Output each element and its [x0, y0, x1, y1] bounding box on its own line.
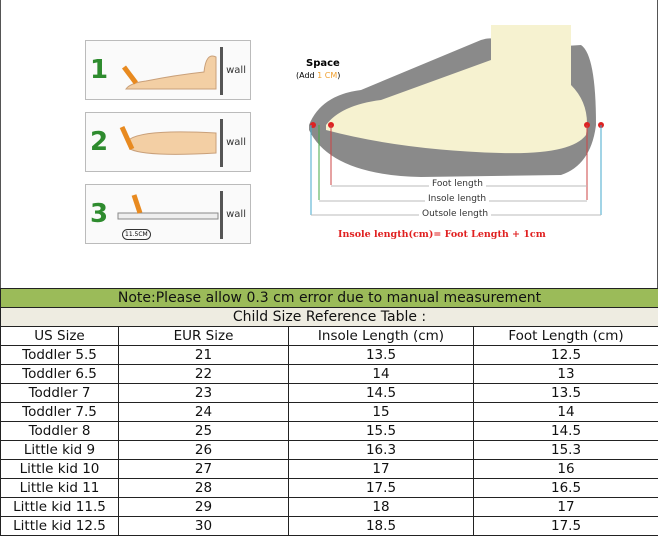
cell-insole-length: 14 — [288, 364, 474, 384]
cell-eur-size: 23 — [118, 383, 289, 403]
space-label: Space — [306, 58, 340, 69]
foot-length-label: Foot length — [429, 179, 486, 189]
foot-icon — [119, 119, 223, 167]
cell-foot-length: 16.5 — [472, 478, 658, 498]
table-row: Toddler 7.5 24 15 14 — [0, 402, 658, 422]
cell-us-size: Toddler 7 — [0, 383, 119, 403]
cell-insole-length: 16.3 — [288, 440, 474, 460]
cell-foot-length: 14 — [472, 402, 658, 422]
table-row: Toddler 6.5 22 14 13 — [0, 364, 658, 384]
cell-foot-length: 13.5 — [472, 383, 658, 403]
cell-us-size: Little kid 9 — [0, 440, 119, 460]
wall-label: wall — [226, 209, 246, 220]
cell-us-size: Toddler 8 — [0, 421, 119, 441]
cell-insole-length: 18.5 — [288, 516, 474, 536]
size-table: Note:Please allow 0.3 cm error due to ma… — [0, 288, 658, 536]
ruler-icon — [117, 191, 223, 239]
insole-length-label: Insole length — [425, 194, 490, 204]
step-3-panel: 3 wall 11.5CM — [85, 184, 251, 244]
cell-eur-size: 28 — [118, 478, 289, 498]
cell-eur-size: 26 — [118, 440, 289, 460]
cell-insole-length: 17 — [288, 459, 474, 479]
step-number: 3 — [90, 199, 109, 229]
cell-eur-size: 25 — [118, 421, 289, 441]
cell-eur-size: 29 — [118, 497, 289, 517]
table-title: Child Size Reference Table : — [0, 307, 658, 327]
cell-foot-length: 13 — [472, 364, 658, 384]
step-number: 1 — [90, 55, 109, 85]
outsole-length-label: Outsole length — [419, 209, 492, 219]
cell-eur-size: 24 — [118, 402, 289, 422]
table-row: Little kid 9 26 16.3 15.3 — [0, 440, 658, 460]
table-row: Little kid 11.5 29 18 17 — [0, 497, 658, 517]
table-row: Toddler 5.5 21 13.5 12.5 — [0, 345, 658, 365]
wall-label: wall — [226, 137, 246, 148]
cell-us-size: Toddler 6.5 — [0, 364, 119, 384]
table-row: Little kid 10 27 17 16 — [0, 459, 658, 479]
header-foot-length: Foot Length (cm) — [472, 326, 658, 346]
header-eur-size: EUR Size — [118, 326, 289, 346]
cell-us-size: Little kid 11.5 — [0, 497, 119, 517]
wall-label: wall — [226, 65, 246, 76]
cell-us-size: Toddler 7.5 — [0, 402, 119, 422]
space-suffix: ) — [337, 71, 341, 80]
cell-insole-length: 14.5 — [288, 383, 474, 403]
cell-eur-size: 27 — [118, 459, 289, 479]
table-title-row: Child Size Reference Table : — [0, 307, 658, 327]
step-number: 2 — [90, 127, 109, 157]
cell-foot-length: 15.3 — [472, 440, 658, 460]
note-row: Note:Please allow 0.3 cm error due to ma… — [0, 288, 658, 308]
table-row: Little kid 11 28 17.5 16.5 — [0, 478, 658, 498]
table-row: Toddler 7 23 14.5 13.5 — [0, 383, 658, 403]
space-prefix: (Add — [296, 71, 318, 80]
space-add-note: (Add 1 CM) — [296, 71, 340, 80]
measure-label: 11.5CM — [122, 229, 151, 240]
step-2-panel: 2 wall — [85, 112, 251, 172]
cell-us-size: Little kid 10 — [0, 459, 119, 479]
formula-text: Insole length(cm)= Foot Length + 1cm — [338, 229, 546, 240]
cell-eur-size: 21 — [118, 345, 289, 365]
header-us-size: US Size — [0, 326, 119, 346]
cell-eur-size: 22 — [118, 364, 289, 384]
shoe-diagram — [309, 25, 604, 216]
cell-insole-length: 13.5 — [288, 345, 474, 365]
cell-foot-length: 17 — [472, 497, 658, 517]
cell-insole-length: 15.5 — [288, 421, 474, 441]
measurement-illustration: 1 wall 2 wall 3 wall 11.5CM Space (Add 1… — [0, 0, 658, 288]
note-text: Note:Please allow 0.3 cm error due to ma… — [0, 288, 658, 308]
cell-us-size: Little kid 12.5 — [0, 516, 119, 536]
cell-foot-length: 14.5 — [472, 421, 658, 441]
cell-us-size: Toddler 5.5 — [0, 345, 119, 365]
header-row: US Size EUR Size Insole Length (cm) Foot… — [0, 326, 658, 346]
foot-icon — [122, 47, 223, 95]
cell-insole-length: 15 — [288, 402, 474, 422]
header-insole-length: Insole Length (cm) — [288, 326, 474, 346]
table-row: Little kid 12.5 30 18.5 17.5 — [0, 516, 658, 536]
cell-foot-length: 12.5 — [472, 345, 658, 365]
cell-eur-size: 30 — [118, 516, 289, 536]
cell-insole-length: 17.5 — [288, 478, 474, 498]
cell-foot-length: 16 — [472, 459, 658, 479]
space-value: 1 CM — [317, 71, 338, 80]
cell-foot-length: 17.5 — [472, 516, 658, 536]
table-row: Toddler 8 25 15.5 14.5 — [0, 421, 658, 441]
cell-us-size: Little kid 11 — [0, 478, 119, 498]
step-1-panel: 1 wall — [85, 40, 251, 100]
cell-insole-length: 18 — [288, 497, 474, 517]
